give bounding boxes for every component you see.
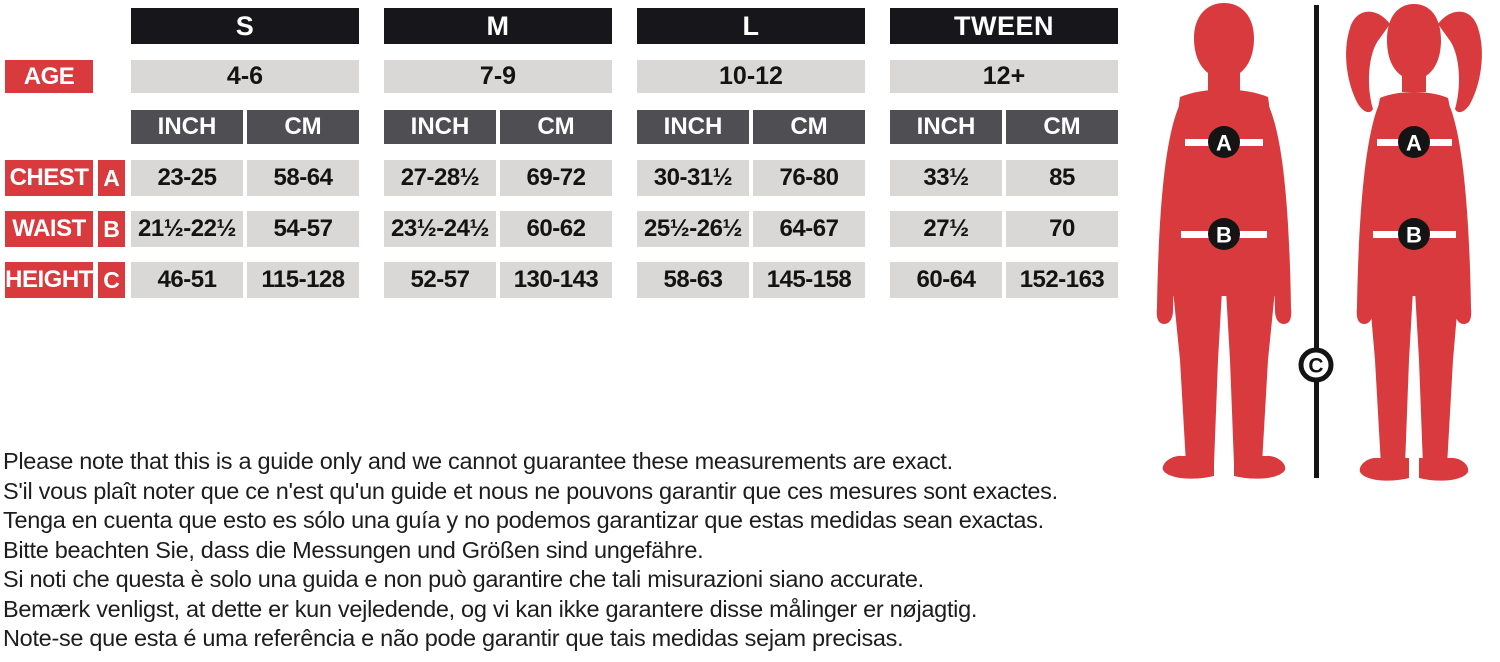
height-inch-tween: 60-64 xyxy=(890,262,1002,298)
cm-header: CM xyxy=(1006,110,1118,144)
size-header-tween: TWEEN xyxy=(890,8,1118,44)
height-inch-m: 52-57 xyxy=(384,262,496,298)
waist-row-label: WAIST xyxy=(5,211,93,247)
chest-values-tween: 33½ 85 xyxy=(890,160,1118,196)
chest-cm-l: 76-80 xyxy=(753,160,865,196)
marker-c-label: C xyxy=(1308,355,1323,378)
cm-header: CM xyxy=(247,110,359,144)
height-values-l: 58-63 145-158 xyxy=(637,262,865,298)
boy-marker-a-label: A xyxy=(1216,131,1232,156)
waist-letter-badge: B xyxy=(98,211,125,247)
girl-marker-b-label: B xyxy=(1406,223,1422,248)
note-line-french: S'il vous plaît noter que ce n'est qu'un… xyxy=(3,477,1058,504)
note-line-english: Please note that this is a guide only an… xyxy=(3,448,953,474)
height-inch-s: 46-51 xyxy=(131,262,243,298)
height-cm-s: 115-128 xyxy=(247,262,359,298)
cm-header: CM xyxy=(500,110,612,144)
note-line-spanish: Tenga en cuenta que esto es sólo una guí… xyxy=(3,507,1044,533)
waist-inch-l: 25½-26½ xyxy=(637,211,749,247)
waist-values-tween: 27½ 70 xyxy=(890,211,1118,247)
waist-cm-l: 64-67 xyxy=(753,211,865,247)
waist-values-s: 21½-22½ 54-57 xyxy=(131,211,359,247)
age-value-l: 10-12 xyxy=(637,60,865,93)
size-header-s: S xyxy=(131,8,359,44)
height-marker-circle xyxy=(1298,347,1334,383)
unit-header-tween: INCH CM xyxy=(890,110,1118,144)
size-table: S M L TWEEN AGE 4-6 7-9 10-12 12+ INCH C… xyxy=(3,8,1118,298)
girl-marker-a-label: A xyxy=(1406,131,1422,156)
chest-cm-s: 58-64 xyxy=(247,160,359,196)
chest-values-l: 30-31½ 76-80 xyxy=(637,160,865,196)
chest-cm-m: 69-72 xyxy=(500,160,612,196)
boy-chest-marker xyxy=(1208,126,1240,158)
chest-letter-badge: A xyxy=(98,160,125,196)
unit-header-l: INCH CM xyxy=(637,110,865,144)
height-row-label: HEIGHT xyxy=(5,262,93,298)
note-line-italian: Si noti che questa è solo una guida e no… xyxy=(3,566,924,592)
disclaimer-notes: Please note that this is a guide only an… xyxy=(3,447,1058,654)
chest-inch-tween: 33½ xyxy=(890,160,1002,196)
waist-inch-s: 21½-22½ xyxy=(131,211,243,247)
note-line-danish: Bemærk venligst, at dette er kun vejlede… xyxy=(3,595,978,622)
waist-cm-m: 60-62 xyxy=(500,211,612,247)
height-values-m: 52-57 130-143 xyxy=(384,262,612,298)
height-cm-tween: 152-163 xyxy=(1006,262,1118,298)
waist-inch-m: 23½-24½ xyxy=(384,211,496,247)
age-value-tween: 12+ xyxy=(890,60,1118,93)
note-line-portuguese: Note-se que esta é uma referência e não … xyxy=(3,625,904,651)
age-value-m: 7-9 xyxy=(384,60,612,93)
chest-cm-tween: 85 xyxy=(1006,160,1118,196)
height-cm-m: 130-143 xyxy=(500,262,612,298)
height-inch-l: 58-63 xyxy=(637,262,749,298)
measurement-figures: A B C A xyxy=(1128,0,1500,497)
cm-header: CM xyxy=(753,110,865,144)
chest-inch-s: 23-25 xyxy=(131,160,243,196)
inch-header: INCH xyxy=(131,110,243,144)
waist-values-l: 25½-26½ 64-67 xyxy=(637,211,865,247)
size-header-l: L xyxy=(637,8,865,44)
waist-values-m: 23½-24½ 60-62 xyxy=(384,211,612,247)
height-cm-l: 145-158 xyxy=(753,262,865,298)
inch-header: INCH xyxy=(890,110,1002,144)
waist-cm-tween: 70 xyxy=(1006,211,1118,247)
girl-waist-marker xyxy=(1398,218,1430,250)
unit-header-s: INCH CM xyxy=(131,110,359,144)
boy-waist-marker xyxy=(1208,218,1240,250)
chest-inch-l: 30-31½ xyxy=(637,160,749,196)
chest-row-label: CHEST xyxy=(5,160,93,196)
note-line-german: Bitte beachten Sie, dass die Messungen u… xyxy=(3,536,704,563)
unit-header-m: INCH CM xyxy=(384,110,612,144)
waist-inch-tween: 27½ xyxy=(890,211,1002,247)
chest-values-s: 23-25 58-64 xyxy=(131,160,359,196)
height-letter-badge: C xyxy=(98,262,125,298)
girl-chest-marker xyxy=(1398,126,1430,158)
height-divider-line xyxy=(1314,5,1319,478)
height-values-s: 46-51 115-128 xyxy=(131,262,359,298)
inch-header: INCH xyxy=(384,110,496,144)
chest-inch-m: 27-28½ xyxy=(384,160,496,196)
chest-values-m: 27-28½ 69-72 xyxy=(384,160,612,196)
size-header-m: M xyxy=(384,8,612,44)
inch-header: INCH xyxy=(637,110,749,144)
waist-cm-s: 54-57 xyxy=(247,211,359,247)
age-row-label: AGE xyxy=(5,60,93,93)
age-value-s: 4-6 xyxy=(131,60,359,93)
boy-marker-b-label: B xyxy=(1216,223,1232,248)
height-values-tween: 60-64 152-163 xyxy=(890,262,1118,298)
